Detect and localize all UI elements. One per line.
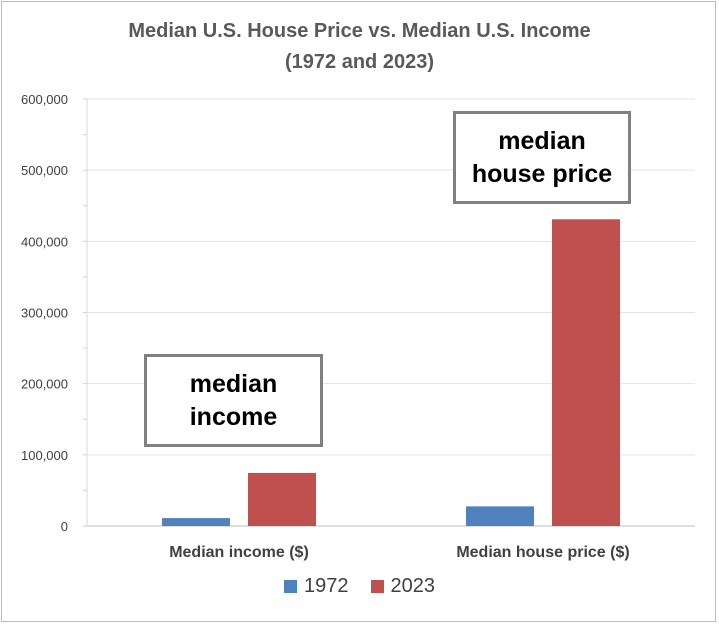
y-tick-label: 100,000: [21, 448, 68, 463]
legend-item-1972: 1972: [284, 575, 349, 598]
bar-1972-1: [466, 506, 534, 526]
y-tick-label: 0: [61, 519, 68, 534]
bar-1972-0: [162, 518, 230, 526]
y-tick-label: 200,000: [21, 377, 68, 392]
legend-swatch-2023: [370, 580, 384, 593]
legend-label: 2023: [390, 575, 436, 597]
legend-item-2023: 2023: [370, 575, 436, 598]
chart-subtitle: (1972 and 2023): [285, 51, 434, 73]
chart-title: Median U.S. House Price vs. Median U.S. …: [128, 20, 591, 42]
annotation-line: house price: [471, 159, 613, 188]
annotation-line: median: [498, 126, 586, 155]
annotation-median-house-price: median house price: [453, 111, 631, 204]
annotation-line: median: [189, 369, 278, 398]
y-tick-label: 300,000: [21, 306, 68, 321]
x-category-label: Median house price ($): [456, 544, 629, 561]
annotation-line: income: [189, 402, 278, 431]
chart-legend: 1972 2023: [0, 575, 719, 598]
y-tick-label: 400,000: [21, 234, 68, 249]
legend-swatch-1972: [284, 580, 297, 593]
x-category-label: Median income ($): [169, 544, 309, 561]
bar-2023-1: [552, 219, 620, 526]
y-tick-label: 500,000: [21, 163, 68, 178]
y-tick-label: 600,000: [21, 92, 68, 107]
legend-label: 1972: [304, 575, 349, 597]
annotation-median-income: median income: [144, 354, 323, 447]
bar-2023-0: [248, 472, 316, 526]
